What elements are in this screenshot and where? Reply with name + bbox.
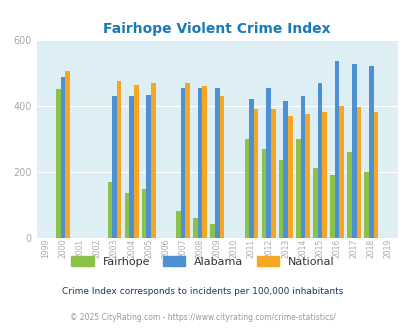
Bar: [334, 61, 339, 238]
Bar: [134, 85, 138, 238]
Bar: [300, 96, 305, 238]
Bar: [193, 218, 197, 238]
Bar: [146, 95, 151, 238]
Bar: [202, 86, 207, 238]
Bar: [278, 160, 283, 238]
Bar: [151, 82, 155, 238]
Bar: [61, 77, 65, 238]
Bar: [356, 107, 360, 238]
Bar: [112, 96, 117, 238]
Bar: [287, 116, 292, 238]
Bar: [141, 189, 146, 238]
Bar: [261, 148, 266, 238]
Bar: [266, 88, 270, 238]
Bar: [65, 71, 70, 238]
Text: © 2025 CityRating.com - https://www.cityrating.com/crime-statistics/: © 2025 CityRating.com - https://www.city…: [70, 313, 335, 322]
Bar: [210, 224, 214, 238]
Bar: [244, 139, 249, 238]
Bar: [219, 96, 224, 238]
Bar: [56, 89, 61, 238]
Bar: [339, 106, 343, 238]
Bar: [107, 182, 112, 238]
Bar: [305, 114, 309, 238]
Bar: [368, 66, 373, 238]
Bar: [197, 88, 202, 238]
Bar: [295, 139, 300, 238]
Bar: [124, 193, 129, 238]
Bar: [364, 172, 368, 238]
Bar: [253, 109, 258, 238]
Bar: [312, 168, 317, 238]
Bar: [351, 64, 356, 238]
Bar: [322, 112, 326, 238]
Bar: [117, 81, 121, 238]
Bar: [283, 101, 287, 238]
Bar: [329, 175, 334, 238]
Bar: [176, 211, 180, 238]
Bar: [270, 109, 275, 238]
Bar: [180, 88, 185, 238]
Bar: [249, 99, 253, 238]
Bar: [185, 83, 190, 238]
Bar: [129, 96, 134, 238]
Bar: [346, 152, 351, 238]
Bar: [214, 88, 219, 238]
Text: Crime Index corresponds to incidents per 100,000 inhabitants: Crime Index corresponds to incidents per…: [62, 287, 343, 296]
Bar: [317, 82, 322, 238]
Title: Fairhope Violent Crime Index: Fairhope Violent Crime Index: [103, 22, 330, 36]
Legend: Fairhope, Alabama, National: Fairhope, Alabama, National: [71, 256, 334, 267]
Bar: [373, 112, 377, 238]
